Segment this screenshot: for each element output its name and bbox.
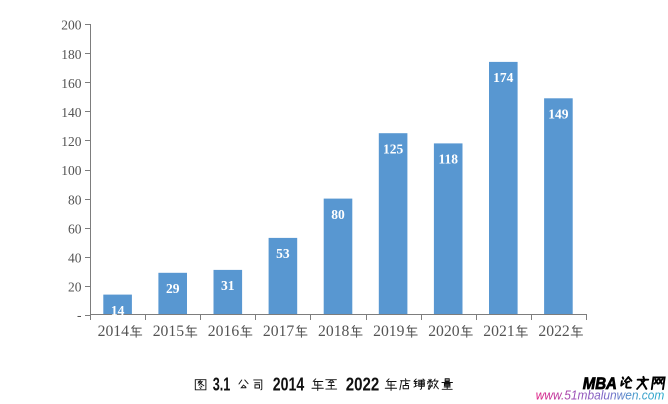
svg-text:2016: 2016 <box>208 323 240 340</box>
svg-text:www.51mbalunwen.com: www.51mbalunwen.com <box>536 388 665 403</box>
svg-text:2021: 2021 <box>483 323 514 340</box>
svg-text:31: 31 <box>221 278 235 293</box>
svg-text:40: 40 <box>68 251 82 266</box>
svg-text:3.1: 3.1 <box>213 373 231 394</box>
svg-text:2018: 2018 <box>318 323 350 340</box>
svg-text:2020: 2020 <box>428 323 460 340</box>
svg-text:53: 53 <box>276 246 290 261</box>
svg-text:29: 29 <box>166 281 180 296</box>
svg-text:20: 20 <box>68 280 82 295</box>
svg-text:2014: 2014 <box>98 323 130 340</box>
svg-text:2022: 2022 <box>346 373 380 394</box>
svg-text:2014: 2014 <box>273 373 305 394</box>
svg-text:2017: 2017 <box>263 323 295 340</box>
svg-text:-: - <box>77 308 82 323</box>
svg-text:80: 80 <box>331 207 345 222</box>
svg-text:180: 180 <box>61 47 82 62</box>
svg-text:2019: 2019 <box>373 323 405 340</box>
svg-text:140: 140 <box>61 105 82 120</box>
svg-text:14: 14 <box>111 303 125 318</box>
svg-text:120: 120 <box>61 134 82 149</box>
svg-text:2022: 2022 <box>538 323 569 340</box>
svg-text:125: 125 <box>383 142 404 157</box>
svg-text:100: 100 <box>61 163 82 178</box>
svg-text:118: 118 <box>438 152 458 167</box>
svg-text:80: 80 <box>68 192 82 207</box>
svg-text:160: 160 <box>61 76 82 91</box>
svg-text:60: 60 <box>68 221 82 236</box>
svg-text:149: 149 <box>548 107 569 122</box>
svg-text:MBA: MBA <box>583 374 617 393</box>
svg-text:200: 200 <box>61 18 82 33</box>
svg-text:174: 174 <box>493 70 514 85</box>
svg-text:2015: 2015 <box>153 323 185 340</box>
